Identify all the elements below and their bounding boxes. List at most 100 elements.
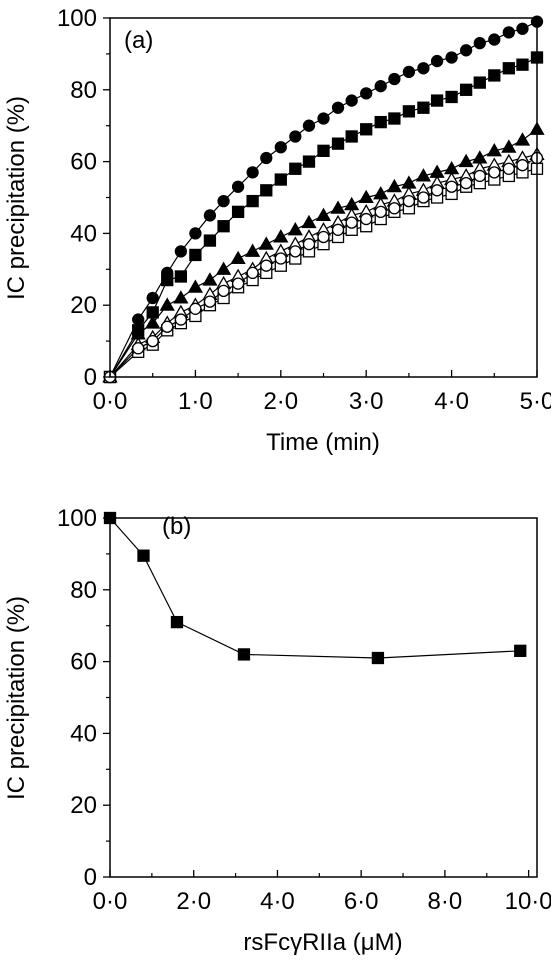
panel-a-series-2-point-26 xyxy=(486,143,502,157)
panel-a-series-2-point-8 xyxy=(230,250,246,265)
panel-a-series-1-point-14 xyxy=(317,144,330,157)
panel-a-series-2-point-5 xyxy=(187,279,204,293)
panel-a-series-2-point-6 xyxy=(202,272,218,286)
panel-a-series-2-point-10 xyxy=(258,236,274,250)
panel-b-series-0-point-4 xyxy=(371,651,385,665)
panel-a-series-0-point-8 xyxy=(231,180,245,193)
panel-b-y-tick-label-0: 0 xyxy=(84,864,97,891)
panel-a-series-1-point-25 xyxy=(473,76,486,89)
panel-a-y-axis-label: IC precipitation (%) xyxy=(3,96,30,300)
panel-a-series-1-point-13 xyxy=(302,155,316,168)
panel-a-series-0-point-4 xyxy=(174,245,188,258)
panel-b-label: (b) xyxy=(162,513,191,540)
panel-a-x-tick-label-3: 3·0 xyxy=(349,388,384,415)
panel-a-series-0-point-11 xyxy=(274,141,287,154)
panel-a-x-axis-label: Time (min) xyxy=(266,429,380,456)
panel-a-series-0-point-7 xyxy=(217,194,230,208)
panel-a-series-1-point-21 xyxy=(417,101,430,114)
panel-a-series-2-point-19 xyxy=(386,178,403,193)
panel-a-series-5-point-5 xyxy=(189,302,202,315)
panel-b-y-tick-label-5: 100 xyxy=(57,505,97,532)
panel-b-x-tick-label-3: 6·0 xyxy=(344,888,379,915)
panel-a-series-1-point-24 xyxy=(459,83,473,96)
panel-b-series-0-point-2 xyxy=(170,615,184,629)
panel-a-series-2-point-15 xyxy=(330,200,346,214)
panel-b-y-tick-labels: 0 20 40 60 80 100 xyxy=(57,505,97,891)
panel-a-series-2-point-28 xyxy=(514,132,531,146)
panel-b-x-tick-labels: 0·0 2·0 4·0 6·0 8·0 10·0 xyxy=(93,888,551,915)
panel-a-series-4-line xyxy=(109,168,538,378)
panel-a-series-2-point-4 xyxy=(173,290,189,304)
panel-a-series-1-point-27 xyxy=(502,62,515,75)
panel-a-series-0-point-1 xyxy=(132,313,145,326)
panel-a-x-tick-labels: 0·0 1·0 2·0 3·0 4·0 5·0 xyxy=(93,388,551,415)
panel-b-x-axis-label: rsFcγRIIa (μM) xyxy=(243,929,402,956)
panel-a-series-5 xyxy=(103,151,544,384)
panel-a-series-1-point-20 xyxy=(402,105,416,118)
panel-a-series-0-point-17 xyxy=(360,87,373,100)
panel-a-series-5-point-13 xyxy=(302,238,316,251)
panel-a-series-5-point-24 xyxy=(459,176,473,190)
panel-a-series-1-point-26 xyxy=(488,69,501,82)
panel-a-series-0-point-10 xyxy=(260,151,273,165)
panel-a-series-5-point-15 xyxy=(331,223,345,236)
panel-a-series-1-point-15 xyxy=(331,137,345,150)
panel-a-series-5-point-4 xyxy=(174,313,188,326)
panel-a-series-0-point-6 xyxy=(203,209,217,222)
panel-a-series-5-point-6 xyxy=(203,295,217,308)
panel-b-y-axis-label: IC precipitation (%) xyxy=(3,596,30,800)
panel-a-series-5-point-3 xyxy=(161,320,174,333)
panel-a-series-1-point-22 xyxy=(430,94,444,107)
panel-a-series-0-point-2 xyxy=(146,291,159,305)
panel-b-x-tick-label-5: 10·0 xyxy=(505,888,551,915)
panel-b-series-0-point-5 xyxy=(514,644,527,657)
panel-a-series-0-point-16 xyxy=(345,94,358,107)
panel-a-series-5-point-26 xyxy=(488,166,501,179)
panel-a-series-2-point-11 xyxy=(273,229,289,243)
panel-a-x-tick-label-1: 1·0 xyxy=(178,388,213,415)
panel-a-x-tick-label-5: 5·0 xyxy=(520,388,551,415)
panel-a-series-2-point-13 xyxy=(301,214,317,229)
panel-a-series-1-point-8 xyxy=(231,205,245,219)
panel-a-series-5-point-23 xyxy=(445,180,458,193)
panel-a-series-0-point-24 xyxy=(459,44,473,57)
panel-a-marks xyxy=(102,15,545,384)
panel-a-y-tick-label-2: 40 xyxy=(70,220,97,247)
panel-b-x-tick-label-2: 4·0 xyxy=(260,888,295,915)
panel-a-series-1-point-28 xyxy=(516,58,529,71)
panel-b-chart: 0·0 2·0 4·0 6·0 8·0 10·0 0 20 40 60 80 100 (b) rsF… xyxy=(3,505,551,956)
panel-b-series-0-line xyxy=(109,517,521,659)
panel-a-series-2-point-21 xyxy=(415,168,432,182)
panel-b-axes xyxy=(103,517,538,878)
panel-a-series-5-point-18 xyxy=(374,205,387,219)
panel-a-series-1-point-5 xyxy=(189,248,202,262)
panel-a-y-tick-labels: 0 20 40 60 80 100 xyxy=(57,5,97,391)
panel-a-series-2-point-9 xyxy=(244,243,261,257)
panel-a-series-0-point-14 xyxy=(317,112,330,125)
panel-b-x-tick-label-4: 8·0 xyxy=(428,888,463,915)
panel-a-series-5-point-9 xyxy=(246,266,259,280)
panel-a-series-1-point-11 xyxy=(274,173,287,186)
panel-a-series-0-point-26 xyxy=(488,33,501,46)
panel-a-series-0-point-21 xyxy=(417,62,430,75)
panel-a-series-2-point-27 xyxy=(501,139,517,153)
panel-a-x-tick-label-2: 2·0 xyxy=(263,388,298,415)
panel-a-x-tick-label-0: 0·0 xyxy=(93,388,128,415)
panel-a-series-5-point-21 xyxy=(417,191,430,204)
panel-a-series-0-point-22 xyxy=(430,54,444,68)
panel-a-series-5-point-7 xyxy=(217,284,230,297)
panel-a-series-1-point-19 xyxy=(388,112,401,125)
panel-a-series-5-point-14 xyxy=(317,230,330,244)
panel-a-series-0-point-12 xyxy=(289,130,302,143)
panel-b-plot-frame xyxy=(109,517,538,878)
panel-a-series-0-point-28 xyxy=(516,22,529,35)
panel-a-series-5-point-8 xyxy=(231,277,245,290)
panel-a-y-tick-label-4: 80 xyxy=(70,77,97,104)
panel-a-series-5-point-19 xyxy=(388,202,401,215)
panel-a-series-5-point-1 xyxy=(132,342,145,355)
panel-a-series-5-point-25 xyxy=(473,169,486,183)
panel-a-series-0-point-20 xyxy=(402,65,416,78)
panel-a-x-tick-label-4: 4·0 xyxy=(434,388,469,415)
panel-a-series-5-point-10 xyxy=(260,259,273,272)
